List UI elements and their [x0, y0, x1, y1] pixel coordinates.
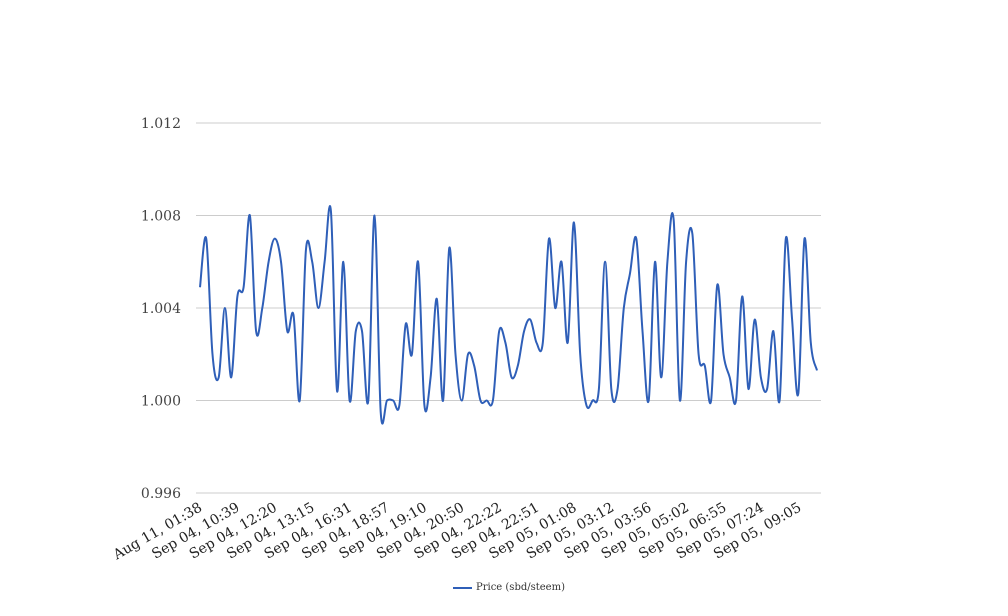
- y-axis: 0.996 1.000 1.004 1.008 1.012: [141, 116, 181, 502]
- y-tick-label: 0.996: [141, 486, 181, 502]
- y-tick-label: 1.000: [141, 394, 181, 410]
- y-tick-label: 1.008: [141, 209, 181, 225]
- series-lines: [199, 205, 818, 425]
- legend: Price (sbd/steem): [453, 582, 565, 593]
- y-gridlines: [196, 122, 821, 494]
- legend-swatch: [453, 586, 472, 589]
- y-tick-label: 1.012: [141, 116, 181, 132]
- series-line-price: [199, 205, 818, 425]
- y-tick-label: 1.004: [141, 301, 181, 317]
- legend-label: Price (sbd/steem): [476, 582, 565, 593]
